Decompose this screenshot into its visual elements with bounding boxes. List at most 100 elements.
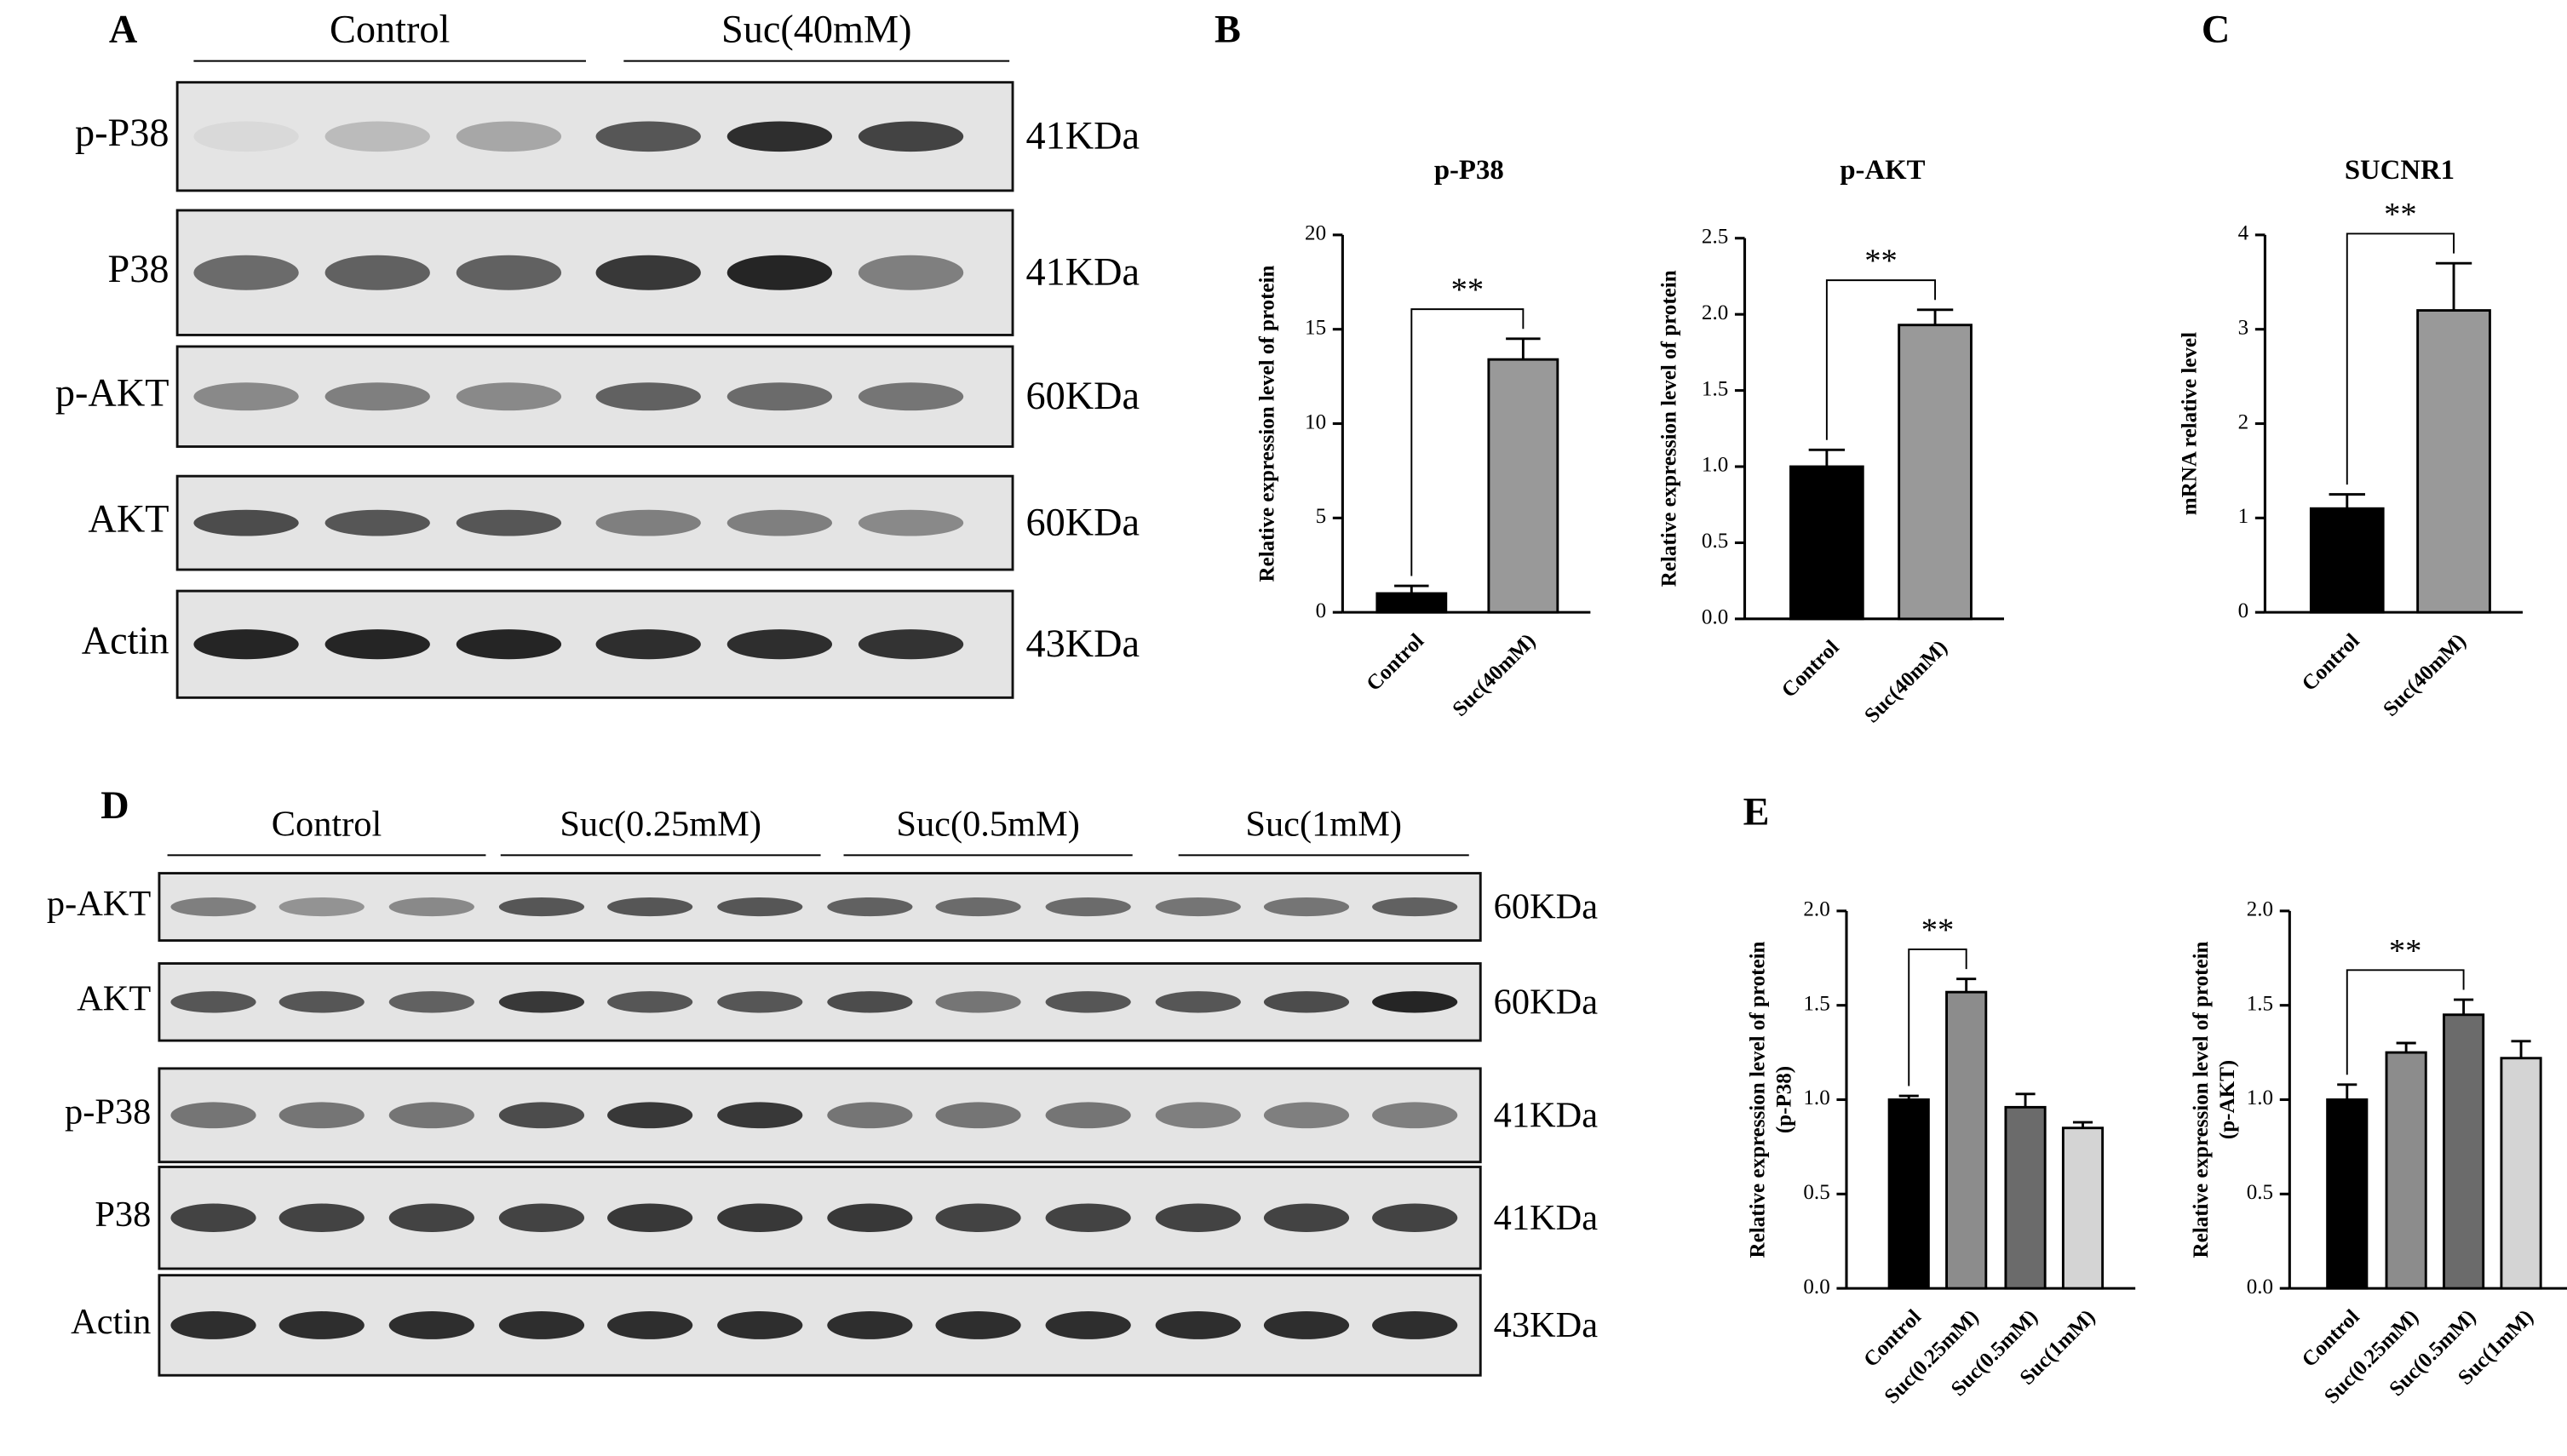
y-tick-label: 2.5 <box>1702 226 1728 249</box>
bar <box>2385 1051 2427 1290</box>
x-tick-label: Suc(40mM) <box>2379 629 2471 721</box>
y-tick-label: 2.0 <box>1702 301 1728 324</box>
panel-label: B <box>1215 8 1241 51</box>
band <box>388 1203 474 1232</box>
bar <box>1487 358 1559 614</box>
band <box>170 897 256 917</box>
band <box>279 1102 365 1129</box>
y-tick-label: 15 <box>1305 316 1326 339</box>
chart-title: p-AKT <box>1840 155 1925 186</box>
group-label: Suc(0.25mM) <box>560 804 761 844</box>
band <box>1155 1203 1241 1232</box>
y-tick-label: 1.5 <box>1702 377 1728 400</box>
band <box>324 121 430 152</box>
y-tick-label: 1.0 <box>1702 454 1728 477</box>
band <box>388 1102 474 1129</box>
band <box>170 1311 256 1339</box>
band <box>717 1311 803 1339</box>
band <box>827 897 913 917</box>
row-label: P38 <box>95 1195 151 1235</box>
band <box>388 897 474 917</box>
band <box>607 897 693 917</box>
band <box>726 382 833 411</box>
y-tick-label: 0.5 <box>1702 530 1728 553</box>
row-label: P38 <box>108 248 169 291</box>
band <box>717 897 803 917</box>
y-tick-label: 10 <box>1305 410 1326 433</box>
error-bar <box>1898 1094 1919 1100</box>
band <box>388 1311 474 1339</box>
band <box>827 1102 913 1129</box>
y-axis-label: mRNA relative level <box>2178 332 2201 515</box>
y-tick-label: 1.5 <box>1803 992 1829 1015</box>
significance-label: ** <box>1921 913 1955 949</box>
band <box>717 991 803 1013</box>
chart-title: p-P38 <box>1434 155 1504 186</box>
band <box>858 509 964 536</box>
band <box>456 382 562 411</box>
group-label: Control <box>272 804 382 844</box>
significance-label: ** <box>2384 197 2417 232</box>
row-label: p-AKT <box>55 371 169 415</box>
band <box>498 1311 585 1339</box>
band <box>717 1203 803 1232</box>
significance-label: ** <box>1451 272 1484 308</box>
band <box>935 1203 1021 1232</box>
band <box>1155 1102 1241 1129</box>
y-tick-label: 1.0 <box>2247 1086 2273 1109</box>
band <box>1045 1203 1131 1232</box>
band <box>170 1203 256 1232</box>
bar <box>1789 465 1864 621</box>
bar <box>2326 1098 2369 1290</box>
band <box>193 629 299 660</box>
row-label: AKT <box>88 498 169 542</box>
panel-label: A <box>109 8 138 51</box>
band <box>193 121 299 152</box>
row-label: Actin <box>71 1302 151 1342</box>
band <box>935 1311 1021 1339</box>
band <box>827 991 913 1013</box>
y-tick-label: 3 <box>2238 316 2249 339</box>
band <box>935 991 1021 1013</box>
band <box>858 255 964 290</box>
y-axis-label: Relative expression level of protein <box>1658 270 1681 587</box>
bar <box>2416 309 2491 614</box>
band <box>827 1203 913 1232</box>
band <box>1263 1102 1350 1129</box>
bar <box>2443 1013 2485 1290</box>
band <box>726 255 833 290</box>
y-tick-label: 0.5 <box>2247 1181 2273 1204</box>
band <box>193 382 299 411</box>
band <box>498 1102 585 1129</box>
error-bar <box>1808 448 1846 467</box>
y-tick-label: 0.0 <box>1803 1275 1829 1298</box>
size-label: 43KDa <box>1494 1305 1599 1345</box>
y-tick-label: 2.0 <box>1803 898 1829 921</box>
bar <box>2500 1057 2542 1290</box>
band <box>1372 1311 1458 1339</box>
size-label: 43KDa <box>1025 622 1140 666</box>
band <box>1045 1102 1131 1129</box>
y-tick-label: 1.0 <box>1803 1086 1829 1109</box>
bar <box>2004 1105 2047 1290</box>
band <box>279 991 365 1013</box>
error-bar <box>2337 1083 2357 1100</box>
band <box>726 121 833 152</box>
y-tick-label: 4 <box>2238 222 2249 245</box>
band <box>595 382 701 411</box>
panel-label: E <box>1743 791 1770 834</box>
band <box>498 1203 585 1232</box>
y-tick-label: 0.5 <box>1803 1181 1829 1204</box>
y-tick-label: 2 <box>2238 410 2249 433</box>
band <box>858 382 964 411</box>
band <box>1263 1311 1350 1339</box>
error-bar <box>2454 998 2474 1015</box>
y-tick-label: 20 <box>1305 222 1326 245</box>
error-bar <box>2072 1121 2093 1128</box>
band <box>388 991 474 1013</box>
y-tick-label: 0.0 <box>1702 606 1728 629</box>
y-axis-label: (p-AKT) <box>2216 1060 2239 1139</box>
band <box>1372 1203 1458 1232</box>
error-bar <box>1394 584 1429 593</box>
